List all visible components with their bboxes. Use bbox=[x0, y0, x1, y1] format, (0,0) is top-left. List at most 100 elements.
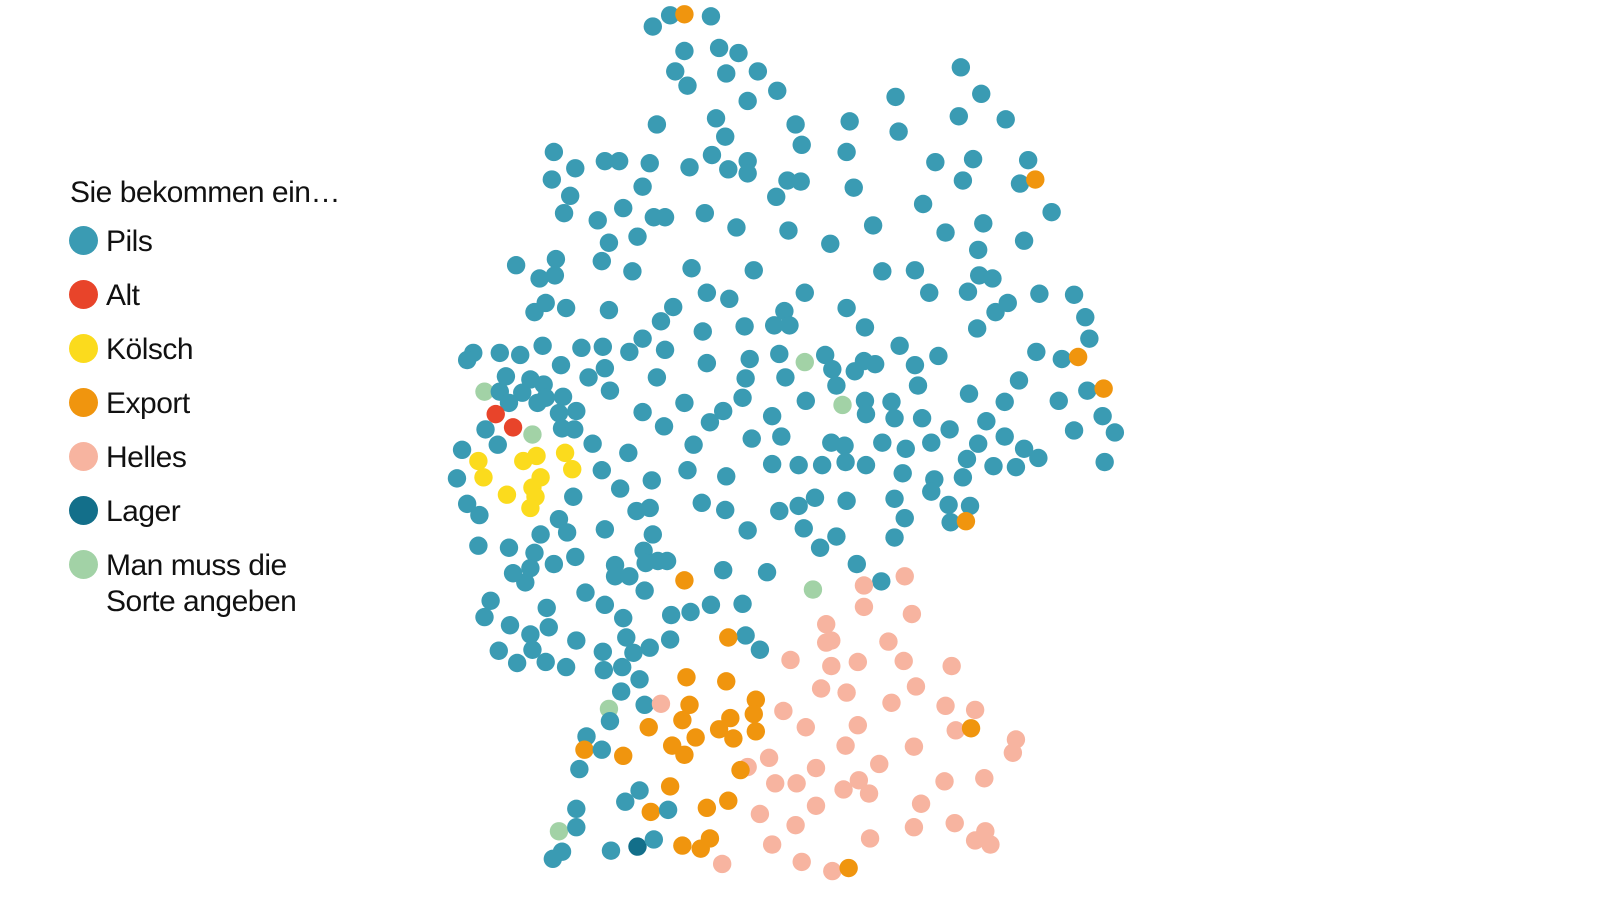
location-dot bbox=[513, 383, 532, 402]
location-dot bbox=[576, 583, 595, 602]
location-dot bbox=[738, 164, 757, 183]
location-dot bbox=[664, 297, 683, 317]
location-dot bbox=[544, 142, 564, 162]
location-dot bbox=[666, 62, 685, 81]
location-dot bbox=[936, 696, 955, 716]
location-dot bbox=[719, 628, 738, 647]
location-dot bbox=[823, 861, 842, 881]
location-dot bbox=[1064, 421, 1084, 440]
location-dot bbox=[600, 711, 620, 731]
location-dot bbox=[735, 317, 754, 336]
location-dot bbox=[595, 520, 615, 539]
location-dot bbox=[873, 262, 892, 281]
location-dot bbox=[774, 701, 793, 721]
location-dot bbox=[595, 595, 615, 615]
location-dot bbox=[827, 527, 846, 546]
location-dot bbox=[744, 261, 763, 280]
location-dot bbox=[945, 813, 964, 833]
location-dot bbox=[836, 452, 855, 472]
location-dot bbox=[835, 436, 854, 455]
location-dot bbox=[697, 798, 717, 818]
location-dot bbox=[750, 804, 770, 824]
location-dot bbox=[583, 434, 602, 453]
location-dot bbox=[660, 6, 680, 25]
location-dot bbox=[922, 482, 941, 501]
location-dot bbox=[854, 576, 874, 595]
location-dot bbox=[469, 536, 488, 555]
location-dot bbox=[700, 413, 720, 432]
location-dot bbox=[940, 420, 959, 439]
location-dot bbox=[961, 719, 981, 738]
location-dot bbox=[635, 581, 654, 600]
location-dot bbox=[566, 547, 585, 567]
location-dot bbox=[525, 302, 544, 322]
location-dot bbox=[557, 523, 577, 542]
location-dot bbox=[780, 316, 799, 335]
location-dot bbox=[682, 259, 701, 278]
location-dot bbox=[642, 471, 661, 490]
location-dot bbox=[796, 391, 815, 411]
location-dot bbox=[727, 218, 746, 237]
location-dot bbox=[658, 800, 678, 820]
location-dot bbox=[660, 630, 680, 649]
location-dot bbox=[1094, 379, 1113, 398]
location-dot bbox=[579, 368, 598, 387]
location-dot bbox=[885, 409, 904, 428]
location-dot bbox=[709, 720, 729, 739]
legend-label: Lager bbox=[106, 495, 181, 528]
legend-swatch bbox=[69, 226, 98, 255]
location-dot bbox=[839, 858, 858, 878]
location-dot bbox=[959, 384, 979, 403]
location-dot bbox=[654, 417, 674, 436]
location-dot bbox=[640, 154, 659, 173]
location-dot bbox=[712, 854, 732, 874]
location-dot bbox=[555, 443, 575, 463]
location-dot bbox=[675, 571, 694, 590]
location-dot bbox=[628, 837, 647, 856]
location-dot bbox=[677, 668, 696, 687]
location-dot bbox=[922, 433, 941, 452]
location-dot bbox=[1026, 170, 1045, 189]
location-dot bbox=[849, 771, 869, 790]
location-dot bbox=[549, 403, 569, 423]
location-dot bbox=[716, 127, 735, 146]
location-dot bbox=[975, 769, 994, 788]
location-dot bbox=[695, 203, 715, 223]
location-dot bbox=[953, 468, 973, 487]
location-dot bbox=[619, 443, 638, 463]
location-dot bbox=[521, 498, 540, 518]
location-dot bbox=[701, 595, 721, 615]
location-dot bbox=[789, 455, 808, 475]
location-dot bbox=[742, 429, 761, 448]
location-dot bbox=[905, 355, 925, 375]
location-dot bbox=[567, 818, 586, 837]
location-dot bbox=[546, 249, 566, 269]
location-dot bbox=[599, 233, 619, 252]
location-dot bbox=[724, 729, 743, 748]
location-dot bbox=[748, 62, 768, 81]
location-dot bbox=[913, 194, 933, 214]
location-dot bbox=[717, 672, 736, 691]
location-dot bbox=[984, 456, 1003, 476]
location-dot bbox=[697, 283, 717, 302]
legend-item: Lager bbox=[69, 494, 370, 530]
location-dot bbox=[1029, 448, 1048, 468]
location-dot bbox=[733, 388, 752, 407]
location-dot bbox=[497, 485, 517, 504]
location-dot bbox=[977, 412, 996, 431]
legend-item: Alt bbox=[69, 278, 370, 314]
location-dot bbox=[503, 564, 523, 583]
location-dot bbox=[908, 376, 928, 395]
location-dot bbox=[635, 695, 654, 715]
legend-items: Pils Alt Kölsch Export Helles Lager Man muss d… bbox=[69, 224, 370, 620]
location-dot bbox=[499, 393, 519, 413]
location-dot bbox=[643, 17, 662, 36]
location-dot bbox=[489, 641, 508, 660]
location-dot bbox=[549, 509, 569, 529]
location-dot bbox=[890, 336, 909, 355]
location-dot bbox=[837, 683, 856, 702]
location-dot bbox=[778, 171, 797, 190]
location-dot bbox=[717, 64, 736, 83]
location-dot bbox=[856, 455, 876, 475]
location-dot bbox=[700, 829, 720, 848]
